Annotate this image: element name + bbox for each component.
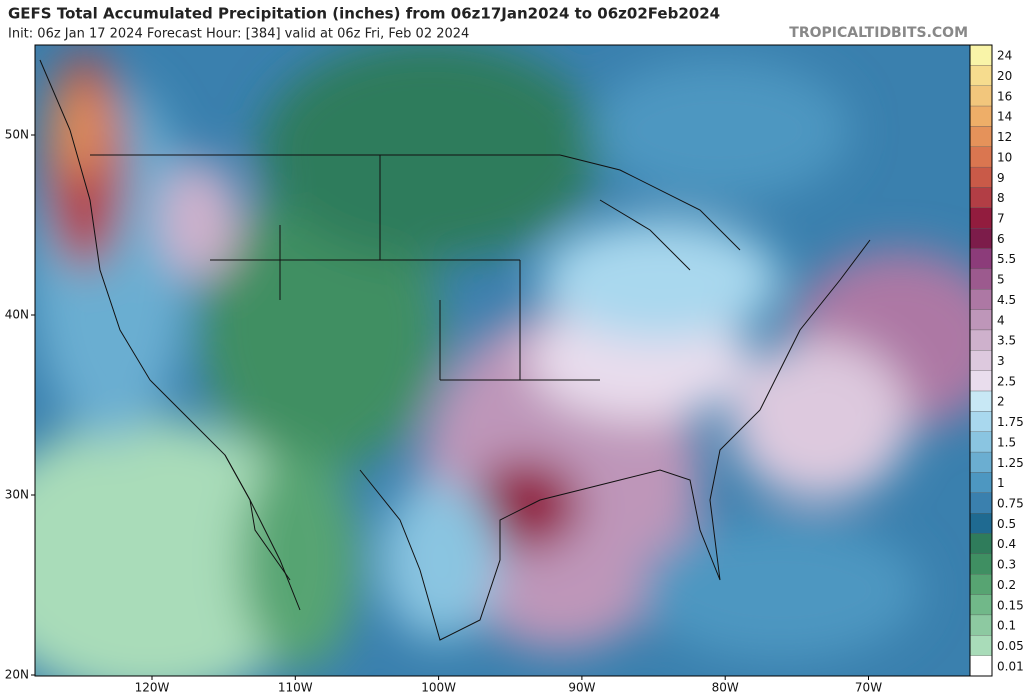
colorbar-label: 0.3 bbox=[997, 558, 1016, 572]
colorbar-label: 3.5 bbox=[997, 334, 1016, 348]
colorbar-frame bbox=[969, 44, 993, 677]
colorbar-swatch bbox=[969, 614, 993, 636]
title: GEFS Total Accumulated Precipitation (in… bbox=[8, 5, 720, 23]
colorbar-label: 0.2 bbox=[997, 578, 1016, 592]
colorbar-swatch bbox=[969, 635, 993, 656]
colorbar-label: 0.75 bbox=[997, 496, 1024, 510]
map bbox=[35, 45, 970, 676]
lon-label: 110W bbox=[278, 681, 313, 695]
colorbar-swatch bbox=[969, 553, 993, 575]
colorbar-swatch bbox=[969, 166, 993, 188]
colorbar-swatch bbox=[969, 350, 993, 371]
colorbar-label: 0.05 bbox=[997, 639, 1024, 653]
colorbar-swatch bbox=[969, 146, 993, 168]
lat-label: 30N bbox=[5, 488, 29, 502]
colorbar-label: 9 bbox=[997, 171, 1005, 185]
colorbar-swatch bbox=[969, 248, 993, 270]
lon-label: 90W bbox=[568, 681, 595, 695]
colorbar-swatch bbox=[969, 289, 993, 310]
colorbar-label: 1.75 bbox=[997, 415, 1024, 429]
colorbar-swatch bbox=[969, 655, 993, 677]
colorbar-label: 0.01 bbox=[997, 659, 1024, 673]
colorbar-swatch bbox=[969, 451, 993, 473]
colorbar-label: 2 bbox=[997, 395, 1005, 409]
colorbar-swatch bbox=[969, 431, 993, 453]
colorbar-label: 14 bbox=[997, 110, 1012, 124]
colorbar-swatch bbox=[969, 411, 993, 432]
lon-label: 120W bbox=[135, 681, 170, 695]
colorbar-swatch bbox=[969, 126, 993, 147]
lon-label: 70W bbox=[855, 681, 882, 695]
colorbar-label: 4 bbox=[997, 313, 1005, 327]
colorbar-label: 1 bbox=[997, 476, 1005, 490]
colorbar-label: 1.5 bbox=[997, 435, 1016, 449]
colorbar-label: 16 bbox=[997, 89, 1012, 103]
colorbar-swatch bbox=[969, 44, 993, 66]
credit: TROPICALTIDBITS.COM bbox=[789, 25, 968, 41]
colorbar-swatch bbox=[969, 65, 993, 86]
colorbar-label: 10 bbox=[997, 150, 1012, 164]
colorbar-swatch bbox=[969, 472, 993, 493]
colorbar-swatch bbox=[969, 268, 993, 290]
colorbar-swatch bbox=[969, 228, 993, 249]
colorbar-swatch bbox=[969, 329, 993, 351]
colorbar-label: 3 bbox=[997, 354, 1005, 368]
colorbar-label: 20 bbox=[997, 69, 1012, 83]
colorbar-label: 6 bbox=[997, 232, 1005, 246]
lat-label: 20N bbox=[5, 668, 29, 682]
colorbar-label: 8 bbox=[997, 191, 1005, 205]
subtitle: Init: 06z Jan 17 2024 Forecast Hour: [38… bbox=[8, 27, 469, 42]
colorbar-swatch bbox=[969, 492, 993, 514]
lat-label: 50N bbox=[5, 128, 29, 142]
colorbar-label: 2.5 bbox=[997, 374, 1016, 388]
colorbar-swatch bbox=[969, 207, 993, 229]
lon-label: 100W bbox=[421, 681, 456, 695]
colorbar-swatch bbox=[969, 370, 993, 392]
colorbar-label: 24 bbox=[997, 49, 1012, 63]
colorbar-label: 5 bbox=[997, 273, 1005, 287]
colorbar-swatch bbox=[969, 390, 993, 412]
colorbar-swatch bbox=[969, 533, 993, 555]
colorbar-label: 0.5 bbox=[997, 517, 1016, 531]
colorbar-label: 5.5 bbox=[997, 252, 1016, 266]
lat-label: 40N bbox=[5, 308, 29, 322]
colorbar-label: 12 bbox=[997, 130, 1012, 144]
colorbar-label: 0.4 bbox=[997, 537, 1016, 551]
colorbar-swatch bbox=[969, 187, 993, 208]
colorbar-swatch bbox=[969, 574, 993, 595]
colorbar-swatch bbox=[969, 309, 993, 331]
colorbar-label: 1.25 bbox=[997, 456, 1024, 470]
colorbar-label: 7 bbox=[997, 212, 1005, 226]
colorbar-swatch bbox=[969, 513, 993, 534]
colorbar-label: 0.15 bbox=[997, 598, 1024, 612]
colorbar-label: 0.1 bbox=[997, 619, 1016, 633]
lon-label: 80W bbox=[712, 681, 739, 695]
colorbar-swatch bbox=[969, 594, 993, 616]
colorbar-swatch bbox=[969, 85, 993, 107]
colorbar-label: 4.5 bbox=[997, 293, 1016, 307]
colorbar-swatch bbox=[969, 105, 993, 127]
